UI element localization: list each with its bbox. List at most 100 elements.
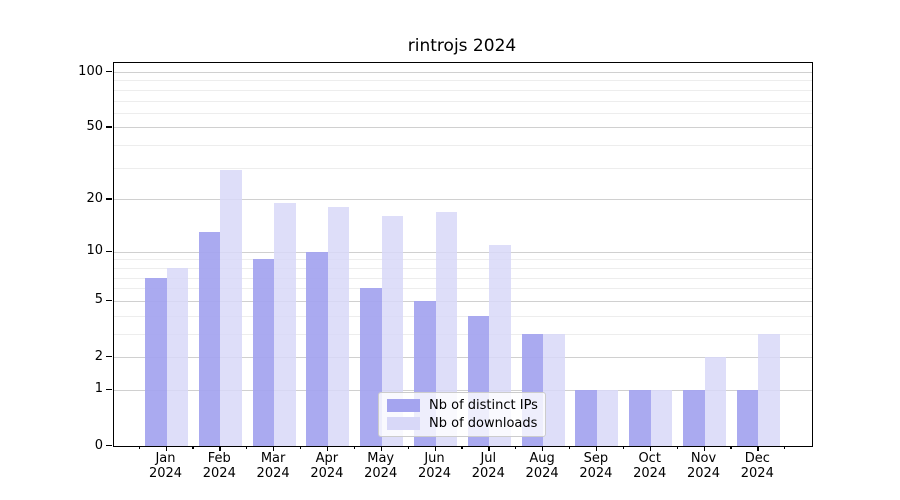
x-minor-tick — [676, 446, 678, 449]
x-tick — [595, 446, 598, 451]
x-minor-tick — [192, 446, 194, 449]
x-tick — [757, 446, 759, 451]
minor-gridline — [114, 277, 812, 279]
y-tick-label: 2 — [94, 348, 103, 364]
bar-distinct-ips-apr — [306, 251, 328, 446]
y-tick — [106, 198, 112, 200]
major-gridline — [114, 127, 812, 129]
major-gridline — [114, 357, 812, 358]
y-tick — [106, 126, 112, 128]
bar-distinct-ips-sep — [575, 389, 597, 446]
x-tick-year: 2024 — [471, 466, 505, 481]
x-tick-year: 2024 — [740, 466, 774, 481]
x-minor-tick — [138, 446, 140, 449]
x-minor-tick — [300, 446, 302, 449]
bar-downloads-mar — [274, 203, 296, 446]
x-tick-label-jul: Jul 2024 — [461, 451, 515, 481]
x-tick-year: 2024 — [202, 466, 236, 481]
y-tick-label: 100 — [78, 63, 103, 79]
x-minor-tick — [407, 446, 409, 449]
x-tick-year: 2024 — [525, 466, 559, 481]
x-tick — [434, 446, 436, 451]
bar-distinct-ips-feb — [198, 232, 221, 446]
y-tick — [106, 388, 112, 391]
x-tick-year: 2024 — [633, 466, 667, 481]
y-tick — [106, 299, 112, 302]
minor-gridline — [114, 145, 812, 147]
y-tick — [106, 250, 112, 252]
legend-label-downloads: Nb of downloads — [429, 416, 538, 431]
major-gridline — [114, 251, 812, 253]
y-tick-label: 5 — [94, 292, 103, 308]
legend: Nb of distinct IPs Nb of downloads — [378, 392, 546, 437]
bar-distinct-ips-oct — [629, 389, 651, 446]
gridlines-layer — [114, 63, 812, 446]
major-gridline — [114, 300, 812, 302]
bar-downloads-may — [381, 216, 404, 446]
x-tick-label-jan: Jan 2024 — [139, 451, 193, 481]
x-tick-label-oct: Oct 2024 — [623, 451, 677, 481]
x-tick-month: Nov — [690, 451, 717, 466]
x-minor-tick — [784, 446, 786, 449]
x-minor-tick — [461, 446, 463, 449]
minor-gridline — [114, 288, 812, 290]
x-tick-label-feb: Feb 2024 — [192, 451, 246, 481]
x-tick-month: Jun — [424, 451, 445, 466]
bar-downloads-jun — [435, 211, 457, 446]
bar-downloads-feb — [220, 170, 242, 446]
y-tick-label: 20 — [86, 190, 103, 206]
minor-gridline — [114, 259, 812, 261]
x-minor-tick — [353, 446, 356, 449]
x-minor-tick — [246, 446, 248, 449]
bar-downloads-dec — [758, 333, 780, 446]
x-tick-year: 2024 — [148, 466, 183, 481]
y-tick — [106, 356, 112, 358]
x-tick-year: 2024 — [256, 466, 290, 481]
x-tick-label-sep: Sep 2024 — [569, 451, 623, 481]
bar-distinct-ips-nov — [683, 389, 705, 446]
major-gridline — [114, 199, 812, 201]
x-tick-month: Feb — [207, 451, 231, 466]
minor-gridline — [114, 167, 812, 169]
x-minor-tick — [515, 446, 517, 449]
bar-distinct-ips-dec — [736, 389, 759, 446]
bar-downloads-nov — [704, 357, 726, 446]
legend-swatch-distinct-ips — [387, 399, 420, 412]
plot-area — [113, 62, 813, 447]
x-tick-label-dec: Dec 2024 — [730, 451, 784, 481]
y-tick-label: 10 — [86, 243, 103, 259]
x-tick-month: Aug — [529, 451, 555, 466]
x-tick-month: Jan — [155, 451, 176, 466]
x-tick-month: Oct — [638, 451, 661, 466]
minor-gridline — [114, 333, 812, 335]
major-gridline — [114, 72, 812, 73]
bar-downloads-apr — [327, 207, 350, 446]
minor-gridline — [114, 89, 812, 91]
minor-gridline — [114, 80, 812, 82]
legend-entry-downloads: Nb of downloads — [387, 416, 537, 431]
x-tick — [703, 446, 705, 451]
y-tick — [106, 445, 112, 447]
y-tick-label: 1 — [94, 381, 103, 397]
x-tick-year: 2024 — [310, 466, 344, 481]
bar-downloads-jan — [166, 267, 188, 446]
x-tick — [542, 446, 544, 451]
x-minor-tick — [730, 446, 732, 449]
legend-entry-distinct-ips: Nb of distinct IPs — [387, 398, 538, 413]
y-tick-label: 0 — [94, 437, 103, 453]
x-tick-label-may: May 2024 — [354, 451, 408, 481]
x-tick — [219, 446, 221, 451]
x-minor-tick — [622, 446, 625, 449]
legend-label-distinct-ips: Nb of distinct IPs — [429, 398, 538, 413]
x-tick-year: 2024 — [686, 466, 721, 481]
x-tick — [273, 446, 275, 451]
minor-gridline — [114, 112, 812, 114]
bar-downloads-sep — [596, 389, 619, 446]
bar-downloads-aug — [543, 333, 565, 446]
x-tick-year: 2024 — [579, 466, 613, 481]
x-tick-month: Apr — [315, 451, 339, 466]
major-gridline — [114, 389, 812, 391]
x-tick-year: 2024 — [417, 466, 452, 481]
x-tick-month: Sep — [583, 451, 609, 466]
x-tick-label-nov: Nov 2024 — [677, 451, 731, 481]
